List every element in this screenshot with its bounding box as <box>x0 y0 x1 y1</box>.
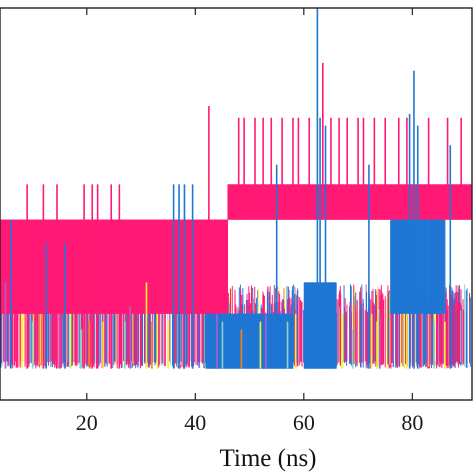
x-axis-ticks: 20 40 60 80 <box>76 8 423 435</box>
plot-area <box>0 8 473 400</box>
x-tick-label: 20 <box>76 410 98 435</box>
plot-frame <box>0 7 473 401</box>
series-0-band <box>0 219 228 314</box>
x-axis-label: Time (ns) <box>219 445 316 472</box>
series-1-band <box>206 313 293 369</box>
x-tick-label: 60 <box>293 410 315 435</box>
data-marks <box>0 8 473 369</box>
x-tick-label: 80 <box>401 410 423 435</box>
series-0-band <box>227 184 472 220</box>
x-tick-label: 40 <box>184 410 206 435</box>
